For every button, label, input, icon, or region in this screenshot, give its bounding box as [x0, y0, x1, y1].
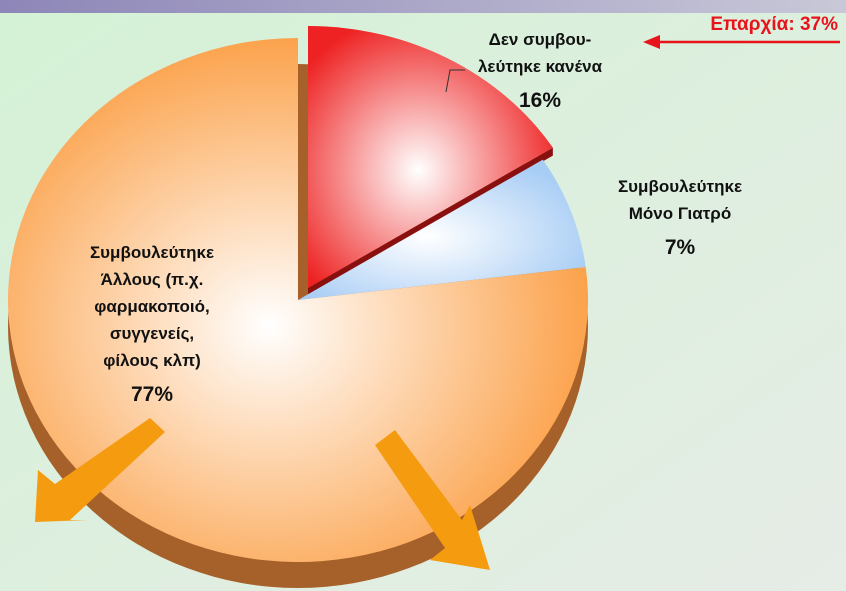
slice — [298, 159, 586, 300]
value-label: 77% — [131, 383, 173, 406]
annotation: Επαρχία: 37% — [710, 14, 838, 35]
value-label: 16% — [519, 89, 561, 112]
slice-edge — [308, 147, 553, 296]
arrow — [35, 418, 165, 522]
top-bar — [0, 0, 846, 13]
slice-label: Δεν συμβου-λεύτηκε κανένα — [478, 30, 603, 76]
leader-line — [445, 69, 465, 93]
slice-label: Συμβουλεύτηκε Μόνο Γιατρό — [618, 177, 742, 223]
arrow — [375, 430, 490, 570]
annotation-arrowhead — [643, 35, 660, 49]
slice-label: Συμβουλεύτηκε Άλλους (π.χ. φαρμακοποιό, συγ… — [90, 243, 214, 370]
value-label: 7% — [665, 236, 696, 259]
slice — [308, 26, 553, 288]
